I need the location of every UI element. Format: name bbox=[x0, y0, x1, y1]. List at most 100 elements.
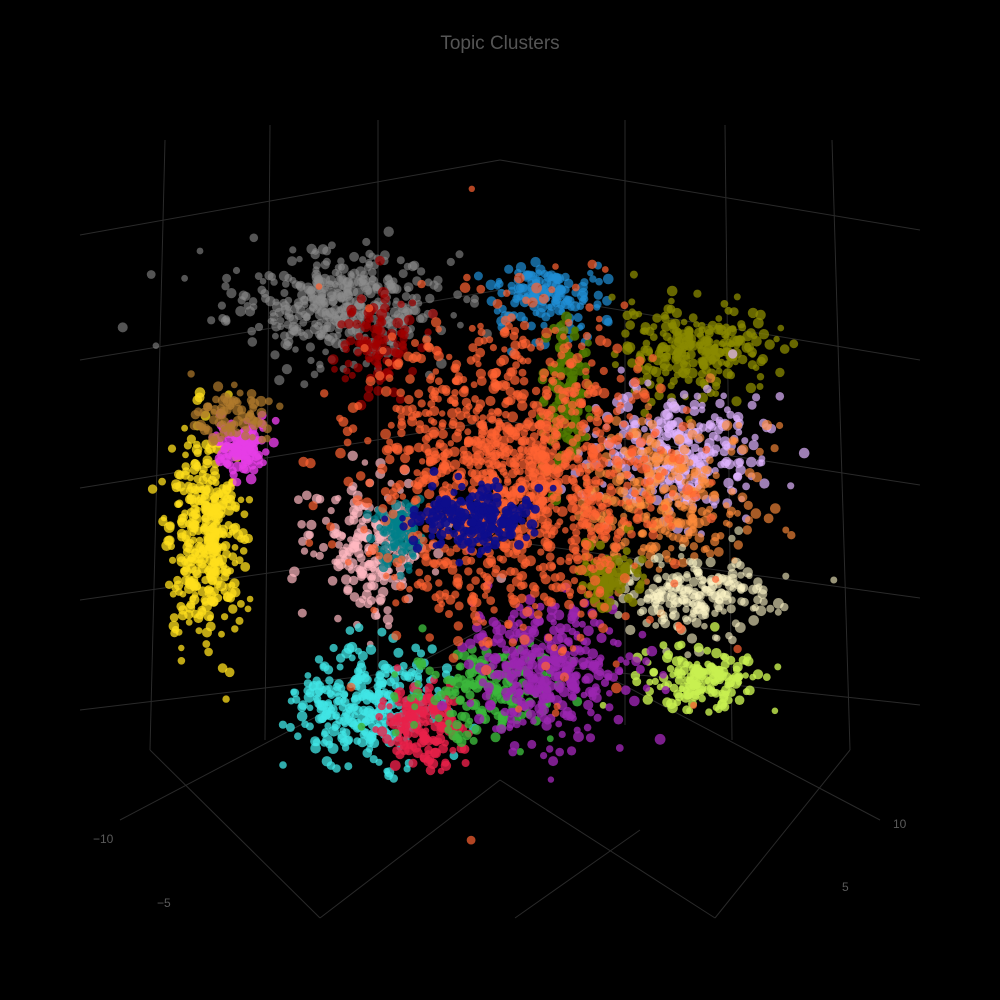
data-point bbox=[710, 537, 720, 547]
data-point bbox=[732, 437, 739, 444]
data-point bbox=[517, 400, 528, 411]
data-point bbox=[404, 285, 412, 293]
data-point bbox=[471, 576, 480, 585]
data-point bbox=[715, 322, 723, 331]
data-point bbox=[365, 288, 376, 299]
data-point bbox=[751, 433, 759, 441]
cluster-1 bbox=[327, 255, 443, 411]
data-point bbox=[621, 329, 630, 338]
data-point bbox=[731, 396, 742, 407]
data-point bbox=[399, 542, 408, 551]
data-point bbox=[347, 567, 355, 574]
data-point bbox=[349, 575, 359, 586]
data-point bbox=[474, 713, 485, 725]
data-point bbox=[608, 577, 619, 588]
data-point bbox=[527, 409, 537, 419]
data-point bbox=[743, 500, 753, 510]
data-point bbox=[633, 364, 643, 374]
data-point bbox=[638, 449, 646, 456]
data-point bbox=[709, 669, 718, 678]
data-point bbox=[586, 415, 594, 423]
data-point bbox=[651, 439, 661, 449]
data-point bbox=[481, 691, 491, 701]
data-point bbox=[566, 371, 574, 379]
data-point bbox=[327, 576, 338, 586]
data-point bbox=[479, 630, 487, 638]
data-point bbox=[319, 273, 331, 285]
data-point bbox=[244, 605, 252, 613]
data-point bbox=[453, 573, 463, 583]
data-point bbox=[567, 746, 577, 756]
data-point bbox=[689, 542, 699, 551]
data-point bbox=[678, 543, 687, 552]
data-point bbox=[315, 283, 323, 290]
data-point bbox=[755, 605, 767, 617]
data-point bbox=[315, 551, 324, 560]
data-point bbox=[267, 272, 276, 281]
data-point bbox=[325, 740, 334, 749]
data-point bbox=[380, 529, 388, 536]
data-point bbox=[598, 623, 608, 634]
data-point bbox=[507, 646, 517, 656]
data-point bbox=[623, 470, 632, 479]
data-point bbox=[218, 484, 227, 492]
data-point bbox=[425, 755, 435, 765]
data-point bbox=[642, 339, 651, 348]
data-point bbox=[364, 384, 374, 393]
data-point bbox=[668, 489, 676, 497]
data-point bbox=[689, 490, 701, 501]
data-point bbox=[284, 303, 292, 311]
data-point bbox=[334, 679, 344, 689]
data-point bbox=[240, 562, 251, 572]
data-point bbox=[528, 270, 536, 278]
data-point bbox=[370, 606, 378, 614]
data-point bbox=[210, 499, 218, 507]
data-point bbox=[419, 458, 426, 465]
data-point bbox=[466, 583, 475, 592]
data-point bbox=[360, 525, 368, 534]
data-point bbox=[485, 395, 496, 407]
data-point bbox=[670, 558, 681, 570]
data-point bbox=[200, 596, 209, 605]
data-point bbox=[378, 504, 388, 513]
data-point bbox=[254, 322, 264, 332]
data-point bbox=[341, 574, 352, 585]
data-point bbox=[146, 270, 156, 279]
data-point bbox=[454, 428, 462, 437]
data-point bbox=[324, 722, 332, 730]
data-point bbox=[217, 301, 226, 310]
data-point bbox=[211, 543, 222, 554]
data-point bbox=[507, 653, 516, 662]
data-point bbox=[231, 428, 241, 438]
data-point bbox=[583, 699, 594, 711]
data-point bbox=[729, 307, 739, 317]
data-point bbox=[635, 310, 643, 318]
data-point bbox=[171, 479, 181, 490]
data-point bbox=[522, 606, 533, 617]
data-point bbox=[381, 541, 390, 550]
data-point bbox=[207, 575, 218, 586]
data-point bbox=[744, 468, 755, 478]
data-point bbox=[576, 647, 585, 656]
data-point bbox=[366, 572, 375, 581]
data-point bbox=[397, 300, 405, 308]
data-point bbox=[311, 320, 319, 328]
data-point bbox=[550, 644, 558, 652]
data-point bbox=[659, 671, 667, 679]
data-point bbox=[679, 462, 689, 472]
data-point bbox=[742, 331, 753, 342]
data-point bbox=[688, 358, 698, 368]
data-point bbox=[207, 316, 216, 325]
data-point bbox=[578, 428, 586, 437]
data-point bbox=[376, 317, 385, 327]
data-point bbox=[578, 322, 585, 330]
data-point bbox=[638, 555, 647, 564]
data-point bbox=[750, 332, 758, 340]
data-point bbox=[742, 672, 749, 679]
data-point bbox=[298, 536, 308, 546]
data-point bbox=[207, 614, 214, 622]
data-point bbox=[731, 619, 740, 628]
data-point bbox=[164, 580, 174, 589]
